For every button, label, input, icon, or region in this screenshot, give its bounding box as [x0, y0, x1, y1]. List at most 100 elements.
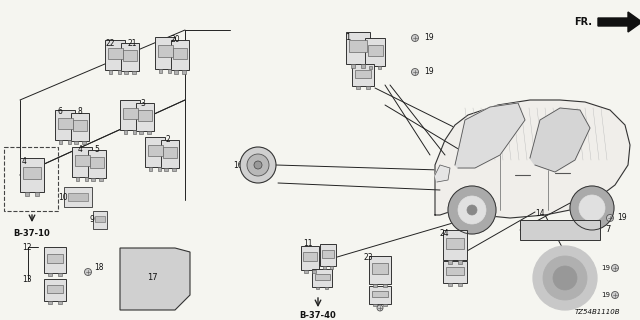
Bar	[35, 192, 40, 196]
Circle shape	[467, 205, 477, 215]
Polygon shape	[120, 248, 190, 310]
Bar	[118, 70, 121, 74]
Text: 19: 19	[617, 213, 627, 222]
Circle shape	[247, 154, 269, 176]
Circle shape	[579, 195, 605, 221]
Text: 1: 1	[346, 33, 351, 42]
Bar	[124, 50, 137, 60]
Bar	[458, 260, 463, 264]
Bar	[163, 147, 177, 158]
Text: 19: 19	[424, 34, 434, 43]
Bar	[175, 70, 178, 74]
Text: 3: 3	[141, 99, 145, 108]
Bar	[76, 177, 79, 180]
Bar	[74, 155, 90, 166]
Bar	[59, 140, 63, 144]
Text: 18: 18	[94, 263, 104, 273]
Bar	[320, 244, 336, 266]
Text: 19: 19	[601, 265, 610, 271]
Bar	[330, 266, 333, 268]
Text: B-37-40: B-37-40	[300, 310, 337, 319]
Bar	[121, 43, 139, 71]
Bar	[124, 130, 127, 134]
Text: 7: 7	[605, 226, 611, 235]
Bar	[314, 274, 330, 280]
Bar	[159, 69, 163, 73]
Bar	[365, 38, 385, 66]
Bar	[55, 110, 75, 140]
Bar	[48, 301, 52, 304]
Bar	[64, 187, 92, 207]
Bar	[84, 177, 88, 180]
Text: 10: 10	[58, 193, 68, 202]
Bar	[120, 100, 140, 130]
Bar	[367, 45, 383, 56]
Bar	[138, 110, 152, 121]
Bar	[88, 150, 106, 178]
Circle shape	[570, 186, 614, 230]
Bar	[24, 192, 29, 196]
Bar	[355, 69, 371, 78]
Text: 12: 12	[22, 243, 31, 252]
Bar	[172, 168, 175, 172]
Bar	[95, 216, 105, 222]
Text: 11: 11	[303, 239, 313, 249]
Circle shape	[377, 305, 383, 311]
Polygon shape	[530, 108, 590, 172]
Circle shape	[240, 147, 276, 183]
Bar	[48, 273, 52, 276]
Text: 8: 8	[77, 107, 83, 116]
Bar	[458, 283, 463, 286]
Bar	[58, 117, 72, 129]
Circle shape	[553, 266, 577, 290]
Bar	[72, 147, 92, 177]
Bar	[93, 211, 107, 229]
Text: 24: 24	[439, 228, 449, 237]
Bar	[108, 47, 122, 59]
Bar	[74, 141, 77, 144]
Circle shape	[412, 68, 419, 76]
Circle shape	[448, 186, 496, 234]
Text: 17: 17	[147, 274, 157, 283]
Text: 23: 23	[363, 253, 373, 262]
Text: 16: 16	[233, 161, 243, 170]
Bar	[145, 137, 165, 167]
Bar	[361, 64, 365, 68]
Text: 19: 19	[601, 292, 610, 298]
Bar	[47, 284, 63, 293]
Bar	[155, 37, 175, 69]
Bar	[147, 131, 150, 134]
Circle shape	[607, 214, 614, 221]
Bar	[161, 140, 179, 168]
Bar	[182, 70, 186, 74]
Bar	[157, 45, 173, 57]
Bar	[58, 273, 62, 276]
Bar	[372, 263, 388, 274]
Text: B-37-10: B-37-10	[13, 228, 51, 237]
Polygon shape	[435, 100, 630, 218]
Text: 15: 15	[535, 274, 545, 283]
Text: 2: 2	[166, 134, 170, 143]
Polygon shape	[435, 165, 450, 182]
Text: 22: 22	[105, 38, 115, 47]
Text: FR.: FR.	[574, 17, 592, 27]
Bar	[124, 71, 127, 74]
Bar	[171, 40, 189, 70]
Circle shape	[611, 265, 618, 271]
Bar	[316, 287, 319, 289]
Text: 6: 6	[58, 108, 63, 116]
Bar	[164, 168, 168, 172]
Bar	[446, 237, 464, 249]
Bar	[132, 130, 136, 134]
Circle shape	[533, 246, 597, 310]
Circle shape	[611, 292, 618, 299]
Text: 21: 21	[127, 38, 137, 47]
Bar	[303, 252, 317, 261]
Bar	[312, 269, 332, 287]
Bar	[68, 193, 88, 201]
Bar	[324, 287, 328, 289]
Bar	[73, 120, 87, 131]
Bar	[20, 158, 44, 192]
Bar	[312, 270, 316, 273]
Bar	[105, 40, 125, 70]
